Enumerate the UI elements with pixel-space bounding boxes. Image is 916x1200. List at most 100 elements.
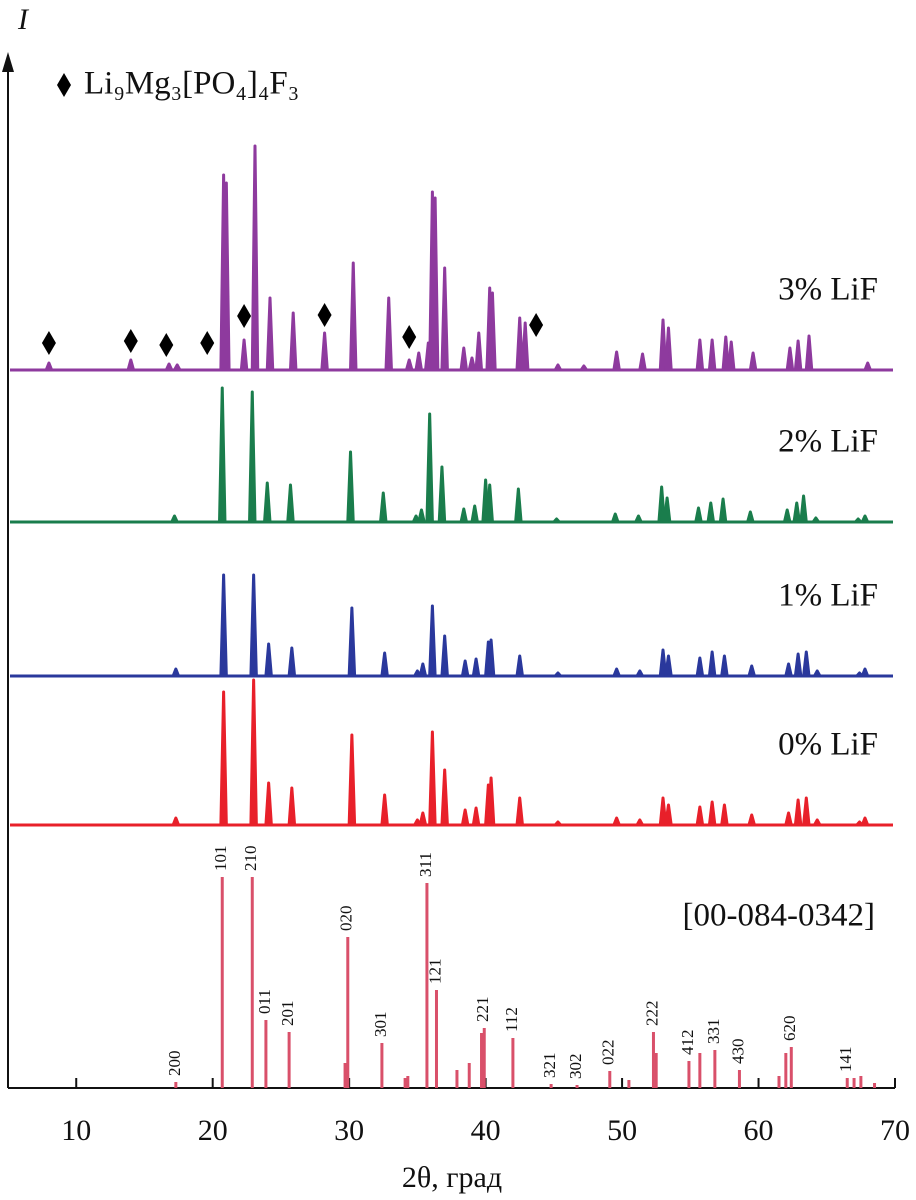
reference-label: 011 [255, 989, 274, 1014]
reference-label: 430 [728, 1039, 747, 1065]
peak [612, 667, 621, 677]
peak [346, 450, 355, 523]
peak [250, 144, 260, 371]
peak [239, 338, 249, 371]
peak [553, 363, 562, 371]
reference-label: 200 [165, 1051, 184, 1077]
peak [405, 358, 414, 371]
peak [459, 507, 468, 523]
peak [658, 648, 668, 677]
x-tick-label: 70 [880, 1114, 910, 1147]
peak [126, 358, 135, 371]
peak [440, 634, 449, 677]
reference-label: 020 [337, 906, 356, 932]
peak [428, 730, 437, 826]
legend-symbol [57, 73, 71, 97]
peak [287, 646, 297, 677]
peak [784, 662, 793, 677]
reference-label: 331 [704, 1019, 723, 1045]
reference-label: 022 [599, 1040, 618, 1066]
reference-label: 412 [678, 1030, 697, 1056]
peak [694, 506, 703, 523]
peak [459, 346, 468, 371]
peak [44, 361, 54, 371]
reference-label: 141 [836, 1047, 855, 1073]
reference-label: 112 [502, 1007, 521, 1032]
peak [467, 356, 477, 371]
x-tick-label: 30 [334, 1114, 364, 1147]
peak [727, 340, 736, 371]
x-tick-label: 10 [61, 1114, 91, 1147]
peak-marker [317, 303, 332, 327]
peak [792, 501, 801, 523]
x-tick-label: 50 [607, 1114, 637, 1147]
peak [552, 517, 561, 524]
peak [860, 514, 870, 523]
peak [793, 652, 803, 677]
peak [171, 816, 180, 826]
reference-label: 222 [642, 1001, 661, 1027]
peak [695, 805, 705, 826]
y-axis-title: I [17, 3, 30, 36]
peak [579, 364, 588, 371]
peak [695, 338, 705, 371]
peak [417, 508, 426, 523]
peak [485, 483, 494, 523]
peak [414, 351, 423, 371]
peak-marker [402, 325, 417, 349]
peak [264, 642, 273, 677]
peak [720, 654, 729, 677]
reference-label: 201 [278, 1001, 297, 1027]
peak [418, 662, 428, 677]
peak [218, 386, 227, 523]
reference-label: 311 [416, 852, 435, 877]
peak [804, 334, 814, 371]
peak [802, 796, 811, 826]
reference-label: 101 [211, 846, 230, 872]
peak [379, 491, 388, 523]
peak [320, 331, 329, 371]
peak [860, 667, 870, 677]
peak [249, 573, 258, 677]
peak [664, 654, 673, 677]
peak [219, 573, 228, 677]
peak [664, 803, 673, 826]
peak [707, 650, 717, 677]
peak [612, 350, 621, 371]
peak [248, 390, 257, 523]
series-label: 0% LiF [778, 727, 878, 763]
peak [635, 818, 644, 826]
peak [286, 483, 295, 523]
x-tick-label: 40 [471, 1114, 501, 1147]
reference-name: [00-084-0342] [683, 898, 875, 934]
peak [783, 508, 792, 523]
peak [288, 311, 298, 371]
peak [554, 820, 562, 827]
series-label: 1% LiF [778, 578, 878, 614]
reference-label: 221 [473, 997, 492, 1023]
legend-label: Li₉Mg₃[PO₄]₄F₃ [84, 66, 299, 102]
peak [634, 514, 643, 523]
peak [515, 796, 524, 826]
peak [813, 818, 822, 826]
peak [171, 667, 180, 677]
peak [418, 811, 428, 826]
peak [747, 813, 756, 826]
peak [695, 656, 705, 677]
peak [854, 517, 862, 524]
peak [347, 606, 357, 677]
peak [347, 733, 357, 826]
peak [486, 776, 496, 826]
reference-label: 620 [780, 1016, 799, 1042]
peak [380, 793, 389, 826]
peak [658, 796, 668, 826]
peak [440, 768, 449, 826]
peak [554, 671, 562, 678]
peak [811, 516, 820, 523]
peak [349, 261, 358, 371]
peak-marker [159, 333, 174, 357]
peak [863, 361, 872, 371]
reference-label: 302 [566, 1054, 585, 1080]
peak [430, 196, 440, 371]
